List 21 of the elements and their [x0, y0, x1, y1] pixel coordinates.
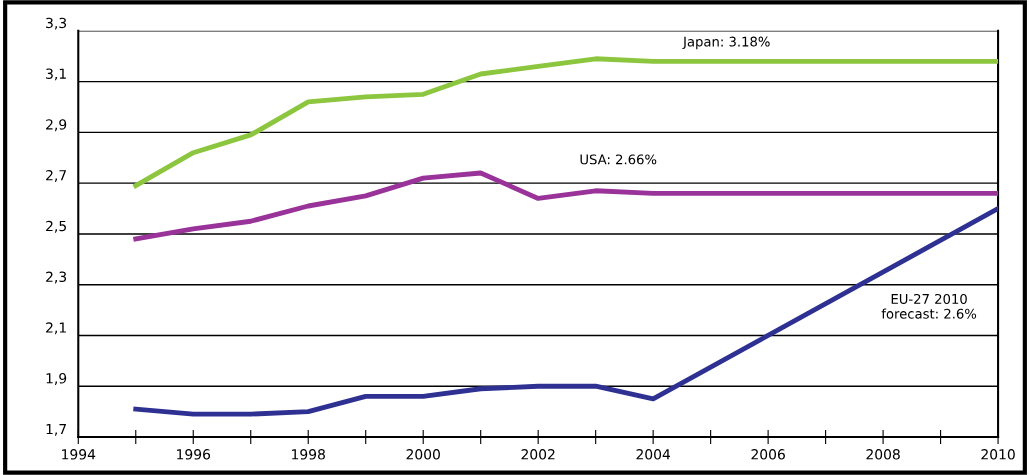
x-tick-label: 2010	[981, 449, 1015, 460]
x-tick-label: 2006	[751, 449, 785, 460]
annotation: Japan: 3.18%	[682, 36, 770, 50]
x-tick-label: 1996	[177, 449, 211, 460]
y-tick-label: 2,1	[46, 322, 66, 335]
y-tick-label: 1,7	[46, 423, 66, 436]
y-tick-label: 2,3	[46, 271, 67, 284]
y-tick-label: 1,9	[46, 373, 67, 385]
x-tick-label: 2002	[521, 449, 555, 460]
y-tick-label: 2,7	[46, 169, 66, 182]
x-tick-label: 1998	[292, 449, 325, 460]
annotation: USA: 2.66%	[580, 154, 657, 165]
x-tick-label: 2000	[406, 449, 440, 460]
x-tick-label: 1994	[62, 449, 96, 460]
x-tick-label: 2004	[636, 449, 671, 460]
annotation: EU-27 2010 forecast: 2.6%	[881, 293, 977, 319]
y-tick-label: 3,1	[46, 68, 66, 81]
y-tick-label: 3,3	[46, 17, 67, 30]
y-tick-label: 2,9	[46, 119, 67, 132]
x-tick-label: 2008	[866, 449, 900, 460]
y-tick-label: 2,5	[46, 220, 66, 233]
